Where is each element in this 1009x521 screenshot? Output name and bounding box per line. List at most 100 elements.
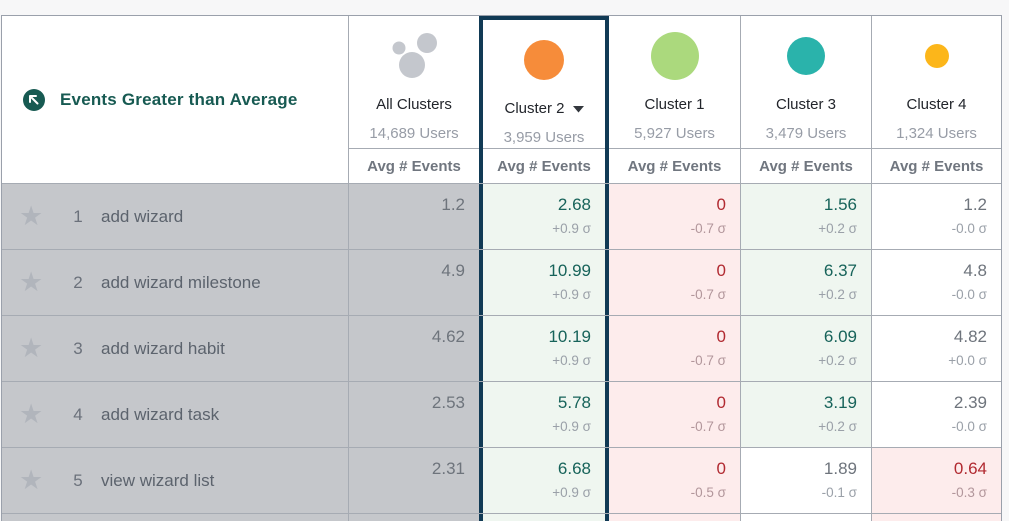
star-icon[interactable]: ★ [19, 399, 44, 429]
metric-value: 6.37 [823, 261, 857, 280]
cluster-2-value-cell: 2.68 +0.9 σ [479, 184, 609, 249]
star-icon[interactable]: ★ [19, 465, 44, 495]
cluster-4-value-cell: 4.82 +0.0 σ [871, 316, 1001, 381]
avg-events-subheader: Avg # Events [349, 148, 479, 183]
column-user-count: 1,324 Users [896, 125, 977, 142]
sigma-deviation: +0.9 σ [552, 287, 591, 302]
star-icon[interactable]: ★ [19, 201, 44, 231]
metric-value: 0 [716, 393, 726, 412]
event-name: add wizard habit [101, 338, 225, 358]
event-name-cell[interactable]: ★ 3 add wizard habit [2, 316, 348, 381]
event-rank: 2 [73, 272, 83, 292]
event-row[interactable]: ★ 4 add wizard task 2.53 5.78 +0.9 σ 0 -0.7 σ 3.… [2, 381, 1001, 447]
column-header-cluster-4[interactable]: Cluster 4 1,324 Users Avg # Events [871, 16, 1001, 183]
event-row[interactable]: ★ 2 add wizard milestone 4.9 10.99 +0.9 σ 0 -0.… [2, 249, 1001, 315]
sigma-deviation: -0.0 σ [951, 221, 987, 236]
cluster-4-value-cell: 1.2 -0.0 σ [871, 184, 1001, 249]
table-title-cell: Events Greater than Average [2, 16, 348, 183]
column-label: Cluster 3 [775, 96, 837, 113]
metric-value: 1.2 [441, 195, 465, 214]
event-row[interactable]: ★ 1 add wizard 1.2 2.68 +0.9 σ 0 -0.7 σ 1.56 +0.2… [2, 183, 1001, 249]
metric-value: 4.62 [431, 327, 465, 346]
cluster-1-value-cell: 0 -0.7 σ [609, 382, 740, 447]
event-name-cell[interactable]: ★ 4 add wizard task [2, 382, 348, 447]
cluster-4-value-cell: 2.39 -0.0 σ [871, 382, 1001, 447]
all-clusters-value-cell: 1.2 [348, 184, 479, 249]
event-row[interactable]: ★ 5 view wizard list 2.31 6.68 +0.9 σ 0 -0.5 σ 1… [2, 447, 1001, 513]
event-rank: 5 [73, 470, 83, 490]
sigma-deviation: -0.7 σ [690, 287, 726, 302]
metric-value: 4.8 [963, 261, 987, 280]
column-header-cluster-1[interactable]: Cluster 1 5,927 Users Avg # Events [609, 16, 740, 183]
column-label[interactable]: Cluster 2 [504, 100, 584, 117]
cluster-1-value-cell: 0 -0.5 σ [609, 448, 740, 513]
avg-events-subheader: Avg # Events [483, 148, 605, 183]
metric-value: 5.78 [557, 393, 591, 412]
cluster-3-value-cell: 6.37 +0.2 σ [740, 250, 871, 315]
event-name: add wizard milestone [101, 272, 261, 292]
cluster-2-value-cell: 10.19 +0.9 σ [479, 316, 609, 381]
sigma-deviation: -0.1 σ [821, 485, 857, 500]
table-header: Events Greater than Average All Clusters… [2, 16, 1001, 183]
column-label: Cluster 1 [644, 96, 705, 113]
sigma-deviation: +0.9 σ [552, 221, 591, 236]
column-user-count: 3,959 Users [503, 129, 585, 146]
metric-value: 0.64 [953, 459, 987, 478]
all-clusters-dots-icon [387, 26, 441, 86]
cluster-2-value-cell: 5.78 +0.9 σ [479, 382, 609, 447]
cluster-4-dot-icon [924, 44, 949, 68]
event-name-cell[interactable]: ★ 5 view wizard list [2, 448, 348, 513]
cluster-3-value-cell: 3.19 +0.2 σ [740, 382, 871, 447]
event-name: add wizard task [101, 404, 220, 424]
event-row[interactable]: ★ 3 add wizard habit 4.62 10.19 +0.9 σ 0 -0.7 σ… [2, 315, 1001, 381]
metric-value: 10.99 [548, 261, 591, 280]
metric-value: 0 [716, 459, 726, 478]
metric-value: 2.53 [431, 393, 465, 412]
star-icon[interactable]: ★ [19, 333, 44, 363]
sigma-deviation: -0.7 σ [690, 419, 726, 434]
metric-value: 6.68 [557, 459, 591, 478]
column-user-count: 5,927 Users [634, 125, 715, 142]
all-clusters-value-cell: 4.9 [348, 250, 479, 315]
event-name-cell[interactable]: ★ 2 add wizard milestone [2, 250, 348, 315]
sigma-deviation: +0.9 σ [552, 485, 591, 500]
column-header-cluster-3[interactable]: Cluster 3 3,479 Users Avg # Events [740, 16, 871, 183]
metric-value: 1.56 [823, 195, 857, 214]
event-rank: 3 [73, 338, 83, 358]
metric-value: 2.39 [953, 393, 987, 412]
cluster-3-value-cell: 1.56 +0.2 σ [740, 184, 871, 249]
cluster-2-dot-icon [524, 40, 564, 80]
metric-value: 4.9 [441, 261, 465, 280]
sigma-deviation: +0.9 σ [552, 419, 591, 434]
sigma-deviation: -0.7 σ [690, 221, 726, 236]
table-body: ★ 1 add wizard 1.2 2.68 +0.9 σ 0 -0.7 σ 1.56 +0.2… [2, 183, 1001, 513]
metric-value: 2.31 [431, 459, 465, 478]
event-rank: 4 [73, 404, 83, 424]
sigma-deviation: -0.5 σ [690, 485, 726, 500]
event-name-cell[interactable]: ★ 1 add wizard [2, 184, 348, 249]
metric-value: 6.09 [823, 327, 857, 346]
metric-value: 4.82 [953, 327, 987, 346]
cluster-3-value-cell: 6.09 +0.2 σ [740, 316, 871, 381]
chevron-down-icon[interactable] [572, 106, 584, 113]
column-header-cluster-2[interactable]: Cluster 2 3,959 Users Avg # Events [479, 16, 609, 183]
cluster-comparison-table: Events Greater than Average All Clusters… [1, 15, 1002, 521]
cluster-1-value-cell: 0 -0.7 σ [609, 184, 740, 249]
event-name: view wizard list [101, 470, 215, 490]
sigma-deviation: +0.2 σ [818, 221, 857, 236]
metric-value: 0 [716, 261, 726, 280]
sigma-deviation: +0.9 σ [552, 353, 591, 368]
sigma-deviation: +0.0 σ [948, 353, 987, 368]
cluster-4-value-cell: 4.8 -0.0 σ [871, 250, 1001, 315]
metric-value: 1.89 [823, 459, 857, 478]
column-header-all-clusters[interactable]: All Clusters 14,689 Users Avg # Events [348, 16, 479, 183]
cluster-1-value-cell: 0 -0.7 σ [609, 316, 740, 381]
all-clusters-value-cell: 2.53 [348, 382, 479, 447]
cluster-2-value-cell: 6.68 +0.9 σ [479, 448, 609, 513]
sigma-deviation: -0.0 σ [951, 287, 987, 302]
cluster-1-dot-icon [650, 32, 699, 80]
sigma-deviation: +0.2 σ [818, 419, 857, 434]
event-name: add wizard [101, 206, 184, 226]
star-icon[interactable]: ★ [19, 267, 44, 297]
sigma-deviation: -0.0 σ [951, 419, 987, 434]
